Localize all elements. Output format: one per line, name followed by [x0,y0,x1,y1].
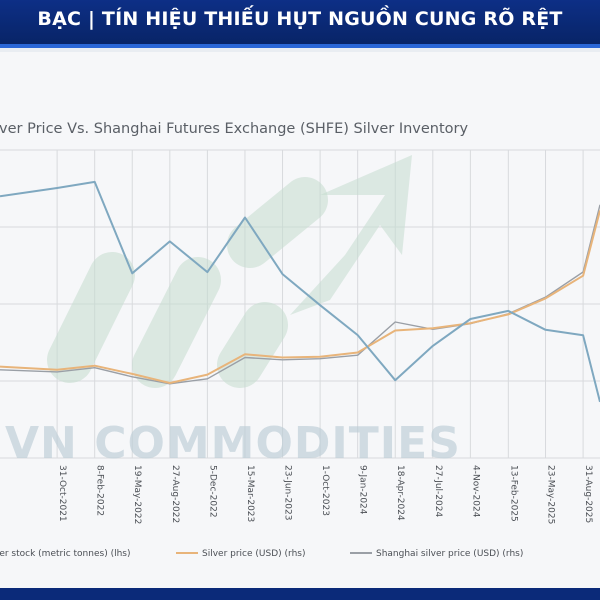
chart-title: lver Price Vs. Shanghai Futures Exchange… [0,121,469,137]
x-axis-ticks: 31-Oct-2021 8-Feb-2022 19-May-2022 27-Aug-2… [57,465,593,524]
x-tick-label: 15-Mar-2023 [245,465,255,522]
banner: BẠC | TÍN HIỆU THIẾU HỤT NGUỒN CUNG RÕ R… [0,0,600,44]
legend-item: Silver price (USD) (rhs) [202,549,305,559]
banner-divider [0,44,600,48]
x-tick-label: 1-Oct-2023 [320,465,330,516]
x-tick-label: 27-Jul-2024 [433,465,443,517]
x-tick-label: 13-Feb-2025 [508,465,518,522]
legend-item: ver stock (metric tonnes) (lhs) [0,549,130,559]
x-tick-label: 23-Jun-2023 [283,465,293,520]
watermark-text: VN COMMODITIES [5,418,461,469]
x-tick-label: 8-Feb-2022 [95,465,105,516]
x-tick-label: 19-May-2022 [132,465,142,524]
x-tick-label: 23-May-2025 [546,465,556,524]
banner-title: BẠC | TÍN HIỆU THIẾU HỤT NGUỒN CUNG RÕ R… [37,8,563,30]
x-tick-label: 5-Dec-2022 [207,465,217,518]
x-tick-label: 27-Aug-2022 [170,465,180,523]
series-layer [0,180,600,403]
legend-item: Shanghai silver price (USD) (rhs) [376,549,523,559]
x-tick-label: 4-Nov-2024 [470,465,480,518]
series-line-0 [0,180,600,403]
chart-legend: ver stock (metric tonnes) (lhs) Silver pr… [0,549,523,559]
x-tick-label: 31-Oct-2021 [57,465,67,522]
bottom-bar [0,588,600,600]
series-line-1 [0,210,600,384]
x-tick-label: 18-Apr-2024 [395,465,405,521]
x-tick-label: 9-Jan-2024 [358,465,368,515]
watermark-logo [47,155,412,388]
x-tick-label: 31-Aug-2025 [583,465,593,523]
